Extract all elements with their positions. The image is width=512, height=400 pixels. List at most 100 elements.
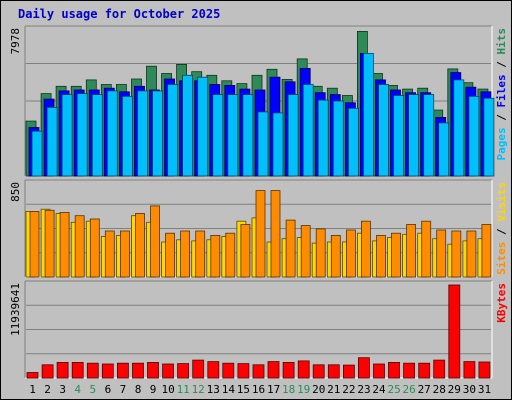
bar-pages-day-23 <box>362 53 374 177</box>
x-tick-label: 26 <box>402 383 415 396</box>
x-tick-label: 23 <box>357 383 370 396</box>
bar-pages-day-28 <box>438 122 450 177</box>
bar-pages-day-30 <box>468 96 480 177</box>
x-tick-label: 30 <box>463 383 476 396</box>
bar-pages-day-25 <box>393 95 404 177</box>
bar-kbytes-day-23 <box>357 357 370 379</box>
bar-sites-day-26 <box>406 224 417 278</box>
bar-pages-day-17 <box>272 112 284 177</box>
x-tick-label: 1 <box>29 383 36 396</box>
bar-kbytes-day-21 <box>327 364 340 379</box>
bar-pages-day-26 <box>408 94 420 177</box>
bar-kbytes-day-14 <box>222 362 235 379</box>
bar-kbytes-day-7 <box>117 362 129 379</box>
bar-sites-day-7 <box>120 230 130 278</box>
bar-kbytes-day-6 <box>101 363 114 379</box>
bar-pages-day-22 <box>347 107 359 177</box>
x-tick-label: 25 <box>387 383 400 396</box>
bar-sites-day-30 <box>466 230 477 278</box>
bar-kbytes-day-30 <box>463 361 476 379</box>
x-tick-label: 31 <box>478 383 491 396</box>
bar-sites-day-29 <box>451 230 462 278</box>
bar-kbytes-day-19 <box>297 360 310 379</box>
x-tick-label: 16 <box>252 383 265 396</box>
bar-kbytes-day-22 <box>342 364 355 379</box>
x-tick-label: 2 <box>44 383 51 396</box>
bar-kbytes-day-17 <box>267 361 280 379</box>
series-legend-visits-sites: Sites / Visits <box>495 182 508 275</box>
x-tick-label: 13 <box>207 383 220 396</box>
x-tick-label: 24 <box>372 383 386 396</box>
bar-sites-day-12 <box>195 230 206 278</box>
bar-kbytes-day-10 <box>162 363 175 379</box>
bar-kbytes-day-8 <box>132 362 144 379</box>
bar-sites-day-21 <box>330 234 341 278</box>
bar-kbytes-day-24 <box>373 363 385 379</box>
bar-pages-day-8 <box>137 90 148 177</box>
bar-pages-day-9 <box>152 90 163 177</box>
series-legend-kbytes: KBytes <box>495 283 508 323</box>
bar-sites-day-17 <box>270 190 281 278</box>
bar-pages-day-18 <box>287 94 299 177</box>
bar-kbytes-day-15 <box>237 363 250 379</box>
legend-entry: / <box>495 55 508 75</box>
bar-pages-day-29 <box>453 79 465 177</box>
x-tick-label: 6 <box>105 383 112 396</box>
y-max-label: 11939641 <box>9 283 22 336</box>
bar-pages-day-14 <box>227 94 239 177</box>
x-tick-label: 29 <box>448 383 461 396</box>
y-max-label: 7978 <box>9 28 22 55</box>
x-tick-label: 27 <box>418 383 431 396</box>
x-tick-label: 15 <box>237 383 250 396</box>
chart-title: Daily usage for October 2025 <box>18 7 221 21</box>
bar-pages-day-6 <box>106 90 118 177</box>
legend-entry: / <box>495 108 508 128</box>
bar-kbytes-day-11 <box>177 363 190 379</box>
series-legend-hits-files-pages: Pages / Files / Hits <box>495 28 508 161</box>
x-tick-label: 3 <box>59 383 66 396</box>
x-tick-label: 5 <box>89 383 96 396</box>
bar-sites-day-23 <box>360 220 371 278</box>
bar-pages-day-16 <box>257 111 269 177</box>
bar-pages-day-5 <box>91 94 103 177</box>
x-tick-label: 18 <box>282 383 295 396</box>
x-tick-label: 8 <box>135 383 142 396</box>
bar-kbytes-day-18 <box>282 361 295 379</box>
x-tick-label: 20 <box>312 383 325 396</box>
bar-sites-day-16 <box>255 190 266 278</box>
bar-kbytes-day-5 <box>86 362 99 379</box>
legend-entry: Visits <box>495 182 508 222</box>
bar-kbytes-day-9 <box>147 361 159 379</box>
bar-kbytes-day-1 <box>26 372 39 379</box>
bar-kbytes-day-2 <box>41 364 54 379</box>
x-tick-label: 19 <box>297 383 310 396</box>
bar-sites-day-27 <box>421 220 432 278</box>
x-tick-label: 7 <box>120 383 127 396</box>
bar-sites-day-24 <box>376 234 386 278</box>
x-tick-label: 4 <box>74 383 81 396</box>
bar-sites-day-3 <box>59 211 70 278</box>
bar-sites-day-1 <box>29 210 40 278</box>
bar-sites-day-6 <box>104 230 115 278</box>
bar-pages-day-20 <box>317 99 329 177</box>
bar-kbytes-day-26 <box>403 362 416 379</box>
bar-kbytes-day-28 <box>433 359 446 379</box>
bar-pages-day-12 <box>197 76 209 177</box>
x-tick-label: 21 <box>327 383 340 396</box>
legend-entry: / <box>495 222 508 242</box>
bar-kbytes-day-27 <box>418 362 431 379</box>
bar-pages-day-2 <box>46 107 58 177</box>
bar-sites-day-14 <box>225 232 236 278</box>
bar-pages-day-3 <box>61 94 73 177</box>
bar-sites-day-13 <box>210 234 221 278</box>
bar-kbytes-day-29 <box>448 284 461 379</box>
bar-sites-day-5 <box>89 218 100 278</box>
bar-pages-day-31 <box>483 97 495 177</box>
x-tick-label: 10 <box>161 383 174 396</box>
bar-sites-day-31 <box>481 224 492 278</box>
bar-kbytes-day-16 <box>252 364 265 379</box>
bar-pages-day-27 <box>423 94 435 177</box>
bar-kbytes-day-25 <box>388 361 400 379</box>
legend-entry: Files <box>495 74 508 107</box>
